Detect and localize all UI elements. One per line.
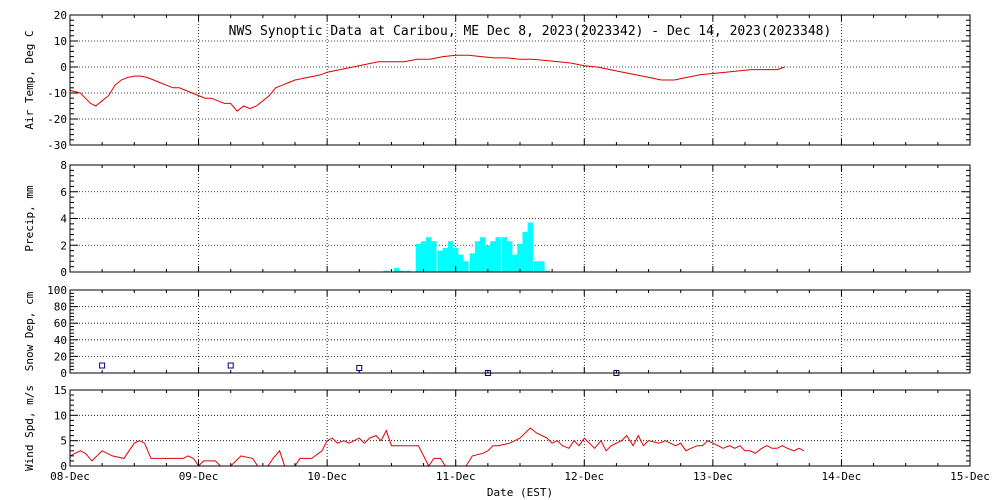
y-tick-label: 15 xyxy=(54,384,67,397)
precip-bar xyxy=(539,261,545,272)
precip-bar xyxy=(480,237,486,272)
x-tick-label: 11-Dec xyxy=(436,470,476,483)
y-tick-label: 4 xyxy=(60,213,67,226)
precip-bar xyxy=(393,268,400,272)
y-tick-label: -10 xyxy=(47,87,67,100)
precip-bar xyxy=(501,237,508,272)
y-tick-label: 40 xyxy=(54,334,67,347)
y-axis-label: Precip, mm xyxy=(23,185,36,252)
precip-bar xyxy=(512,254,518,272)
precip-bar xyxy=(405,270,411,272)
x-tick-label: 14-Dec xyxy=(822,470,862,483)
precip-bar xyxy=(399,270,405,272)
precip-bar xyxy=(426,237,432,272)
precip-bar xyxy=(534,261,540,272)
panel-frame xyxy=(69,289,971,374)
precip-bar xyxy=(485,245,491,273)
precip-bar xyxy=(507,241,513,272)
chart-title: NWS Synoptic Data at Caribou, ME Dec 8, … xyxy=(229,24,832,39)
precip-bar xyxy=(463,261,469,272)
precip-bar xyxy=(447,241,454,272)
precip-bar xyxy=(458,254,464,272)
y-tick-label: 0 xyxy=(60,61,67,74)
snow-depth-marker xyxy=(227,362,234,369)
y-tick-label: 0 xyxy=(60,367,67,380)
chart-panels: -30 -20 -10 0 10 20 Air Temp, Deg C 0 2 4 6 8 Precip… xyxy=(23,9,990,483)
y-tick-label: 10 xyxy=(54,409,67,422)
y-axis-label: Air Temp, Deg C xyxy=(23,30,36,129)
x-tick-label: 09-Dec xyxy=(179,470,219,483)
y-tick-label: -30 xyxy=(47,139,67,152)
precip-bar xyxy=(431,241,437,272)
panel-frame xyxy=(69,389,971,467)
x-axis-label: Date (EST) xyxy=(487,486,553,499)
y-tick-label: 8 xyxy=(60,159,67,172)
precip-bar xyxy=(469,253,476,272)
y-tick-label: 10 xyxy=(54,35,67,48)
precip-bar xyxy=(383,270,389,272)
series-line xyxy=(69,427,805,467)
precip-bar xyxy=(474,241,481,272)
y-tick-label: 0 xyxy=(60,460,67,473)
y-axis-label: Snow Dep, cm xyxy=(23,291,36,371)
x-tick-label: 13-Dec xyxy=(693,470,733,483)
y-tick-label: 20 xyxy=(54,350,67,363)
precip-bar xyxy=(453,247,459,272)
precip-bar xyxy=(415,243,422,272)
y-tick-label: 5 xyxy=(60,435,67,448)
x-tick-label: 10-Dec xyxy=(307,470,347,483)
panel-4: 0 5 10 15 Wind Spd, m/s xyxy=(23,384,971,473)
precip-bar xyxy=(495,237,501,272)
y-tick-label: 100 xyxy=(47,284,67,297)
y-tick-label: 6 xyxy=(60,186,67,199)
y-tick-label: 80 xyxy=(54,301,67,314)
x-tick-label: 08-Dec xyxy=(50,470,90,483)
series-line xyxy=(69,54,786,112)
y-axis-label: Wind Spd, m/s xyxy=(23,385,36,471)
snow-depth-marker xyxy=(356,365,363,371)
precip-bar xyxy=(527,222,533,272)
panel-1: -30 -20 -10 0 10 20 Air Temp, Deg C xyxy=(23,9,971,152)
precip-bar xyxy=(544,270,550,272)
x-tick-label: 15-Dec xyxy=(950,470,990,483)
panel-3: 0 20 40 60 80 100 Snow Dep, cm xyxy=(23,284,971,380)
precip-bar xyxy=(442,247,449,272)
precip-bar xyxy=(490,241,496,272)
y-tick-label: 60 xyxy=(54,317,67,330)
snow-depth-marker xyxy=(99,362,106,369)
precip-bar xyxy=(522,231,528,272)
y-tick-label: 0 xyxy=(60,266,67,279)
y-tick-label: -20 xyxy=(47,113,67,126)
x-tick-label: 12-Dec xyxy=(564,470,604,483)
y-tick-label: 20 xyxy=(54,9,67,22)
panel-2: 0 2 4 6 8 Precip, mm xyxy=(23,159,971,279)
precip-bar xyxy=(517,243,523,272)
precip-bar xyxy=(437,250,443,272)
y-tick-label: 2 xyxy=(60,239,67,252)
precip-bar xyxy=(420,241,427,272)
